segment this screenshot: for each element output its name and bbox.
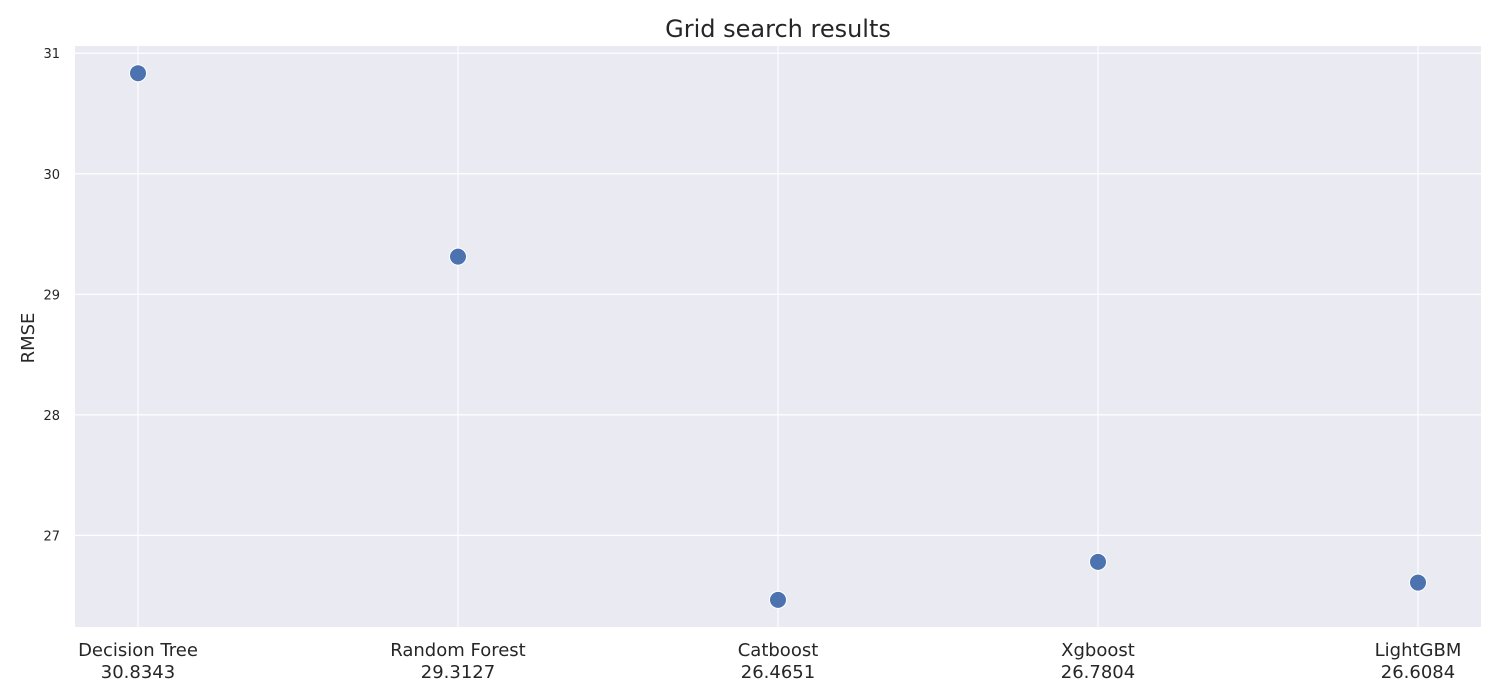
x-tick-label: Xgboost xyxy=(1061,640,1135,661)
y-axis-ticks: 27 28 29 30 31 xyxy=(43,47,60,544)
data-point xyxy=(1089,552,1107,571)
data-point xyxy=(1409,573,1427,592)
x-tick-label: Catboost xyxy=(738,640,819,661)
y-axis-label: RMSE xyxy=(18,313,39,364)
y-tick-label: 28 xyxy=(43,409,60,424)
data-point xyxy=(449,247,467,266)
x-tick-label: Random Forest xyxy=(390,640,525,661)
data-point xyxy=(769,590,787,609)
x-tick-value-label: 26.7804 xyxy=(1061,662,1135,683)
chart-title: Grid search results xyxy=(665,15,891,43)
y-tick-label: 31 xyxy=(43,47,60,62)
y-tick-label: 30 xyxy=(43,168,60,183)
x-tick-value-label: 26.6084 xyxy=(1381,662,1455,683)
x-tick-label: LightGBM xyxy=(1375,640,1462,661)
x-tick-label: Decision Tree xyxy=(78,640,198,661)
y-tick-label: 27 xyxy=(43,529,60,544)
grid-lines xyxy=(75,46,1481,627)
data-point xyxy=(129,64,147,83)
x-tick-value-label: 26.4651 xyxy=(741,662,815,683)
x-tick-value-label: 29.3127 xyxy=(421,662,495,683)
data-points xyxy=(129,64,1427,609)
x-tick-value-label: 30.8343 xyxy=(101,662,175,683)
y-tick-label: 29 xyxy=(43,288,60,303)
